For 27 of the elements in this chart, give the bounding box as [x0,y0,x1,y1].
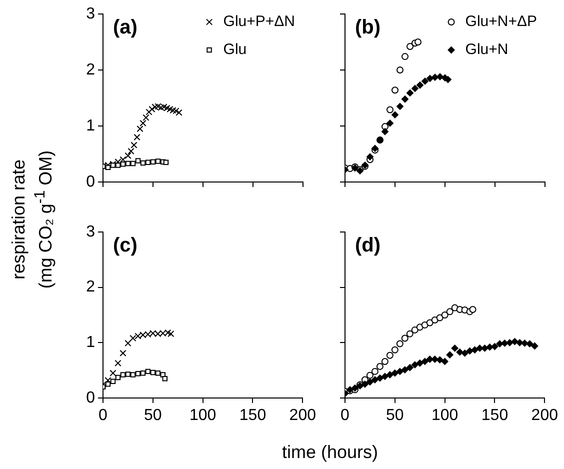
y-tick-label: 3 [86,223,96,240]
y-tick-label: 0 [86,173,96,190]
legend-label: Glu [223,41,247,58]
legend-label: Glu+N+ΔP [465,13,537,30]
y-tick-label: 0 [86,389,96,406]
x-axis-title: time (hours) [280,442,380,463]
legend-label: Glu+N [465,41,508,58]
x-tick-label: 200 [289,407,316,424]
y-tick-label: 1 [86,117,96,134]
x-tick-label: 0 [340,407,350,424]
y-tick-label: 2 [86,61,96,78]
x-tick-label: 100 [189,407,216,424]
x-tick-label: 0 [98,407,108,424]
chart-title: (d) [355,234,381,257]
y-tick-label: 1 [86,334,96,352]
x-tick-label: 50 [386,407,404,424]
y-tick-label: 3 [86,5,96,22]
chart-title: (a) [113,16,138,39]
x-tick-label: 150 [481,407,508,424]
x-tick-label: 200 [531,407,558,424]
chart-title: (c) [113,234,138,257]
x-tick-label: 100 [431,407,458,424]
y-tick-label: 2 [86,278,96,296]
x-tick-label: 150 [239,407,266,424]
x-tick-label: 50 [144,407,162,424]
chart-title: (b) [355,16,381,39]
legend-label: Glu+P+ΔN [223,13,295,30]
